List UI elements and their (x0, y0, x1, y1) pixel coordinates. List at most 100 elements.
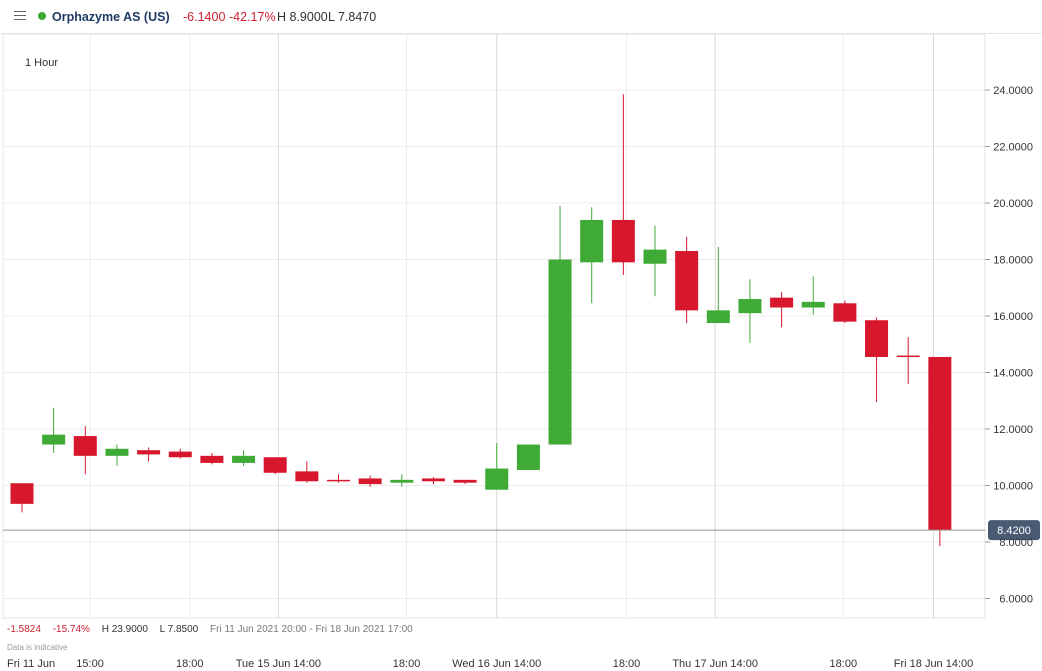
candle (358, 475, 382, 487)
candle-body (485, 468, 509, 490)
candle-body (105, 448, 129, 456)
y-tick-label: 18.0000 (993, 255, 1033, 267)
candle (168, 448, 192, 459)
chart-grid (2, 34, 986, 619)
candle (896, 337, 920, 384)
candle-body (10, 483, 34, 504)
candle (327, 474, 350, 483)
data-disclaimer: Data is indicative (7, 643, 68, 652)
period-low: L 7.8500 (159, 624, 199, 635)
candle (548, 205, 572, 445)
y-tick-label: 14.0000 (993, 368, 1033, 380)
x-tick-label: 18:00 (176, 658, 204, 670)
candle-body (137, 450, 161, 455)
candle-body (611, 219, 635, 263)
y-tick-label: 6.0000 (999, 594, 1033, 606)
candle-body (896, 355, 920, 358)
candlestick-chart[interactable]: 8.4200 6.0000 8.0000 10.0000 12.0000 14.0000… (0, 34, 1042, 671)
candle-body (833, 303, 857, 322)
candle (73, 426, 97, 475)
period-date-range: Fri 11 Jun 2021 20:00 - Fri 18 Jun 2021 … (210, 624, 413, 635)
candle-body (168, 451, 192, 458)
header-high: H 8.9000 (277, 10, 328, 24)
candle (453, 479, 477, 485)
candle-body (675, 251, 699, 311)
period-stats: -1.5824 -15.74% H 23.9000 L 7.8500 Fri 1… (7, 624, 422, 635)
candle (675, 236, 699, 324)
candles (10, 94, 952, 547)
last-price-badge (988, 520, 1040, 541)
candle (390, 474, 414, 487)
period-high: H 23.9000 (101, 624, 148, 635)
candle-body (421, 478, 445, 482)
candle-body (738, 299, 762, 314)
price-overlay: 8.4200 (3, 520, 1040, 541)
last-price-label: 8.4200 (997, 525, 1031, 537)
period-change: -1.5824 (7, 624, 41, 635)
candle (137, 447, 161, 462)
candle-body (706, 310, 730, 324)
candle-body (770, 297, 794, 308)
y-tick-label: 22.0000 (993, 142, 1033, 154)
candle (263, 457, 287, 475)
market-open-indicator-icon (38, 12, 46, 20)
candle-body (327, 479, 350, 482)
candle-body (516, 444, 540, 470)
y-tick-label: 8.0000 (999, 537, 1033, 549)
candle (801, 276, 825, 315)
x-tick-label: 15:00 (76, 658, 104, 670)
candle-body (865, 320, 889, 357)
candle (580, 207, 604, 304)
candle (10, 483, 34, 513)
header-change: -6.1400 (183, 10, 226, 24)
x-tick-label: 18:00 (393, 658, 421, 670)
candle (833, 300, 857, 324)
y-tick-label: 20.0000 (993, 198, 1033, 210)
candle-body (390, 479, 414, 483)
candle-body (295, 471, 319, 482)
candle (295, 461, 319, 483)
instrument-header: Orphazyme AS (US) -6.1400 -42.17% H 8.90… (0, 0, 1042, 34)
candle (516, 444, 540, 470)
candle-body (548, 259, 572, 445)
x-tick-label: Fri 18 Jun 14:00 (894, 658, 974, 670)
period-change-pct: -15.74% (52, 624, 90, 635)
y-tick-label: 24.0000 (993, 85, 1033, 97)
candle-body (643, 249, 667, 264)
instrument-name: Orphazyme AS (US) (52, 10, 170, 24)
hamburger-menu-icon[interactable] (14, 11, 26, 21)
candle (611, 94, 635, 276)
candle-body (232, 455, 256, 463)
candle (928, 356, 952, 547)
candle (643, 225, 667, 297)
interval-label[interactable]: 1 Hour (25, 57, 58, 69)
chart-axes: 6.0000 8.0000 10.0000 12.0000 14.0000 16.0000… (7, 85, 1033, 670)
candle-body (453, 479, 477, 483)
header-change-pct: -42.17% (229, 10, 276, 24)
x-tick-label: Fri 11 Jun (7, 658, 55, 670)
candle (770, 291, 794, 328)
candle (200, 453, 224, 465)
candle (105, 444, 129, 466)
candle-body (580, 219, 604, 263)
candle (42, 407, 66, 454)
header-low: L 7.8470 (328, 10, 377, 24)
candle-body (263, 457, 287, 473)
candle (738, 279, 762, 343)
y-tick-label: 16.0000 (993, 311, 1033, 323)
candle (232, 450, 256, 466)
candle-body (42, 434, 66, 445)
x-tick-label: 18:00 (830, 658, 858, 670)
candle (706, 246, 730, 324)
x-tick-label: Wed 16 Jun 14:00 (452, 658, 541, 670)
plot-frame (2, 34, 986, 619)
candle-body (73, 436, 97, 456)
candle-body (928, 356, 952, 531)
candle-body (358, 478, 382, 485)
candle-body (200, 455, 224, 463)
x-tick-label: Thu 17 Jun 14:00 (672, 658, 758, 670)
candle-body (801, 301, 825, 308)
x-tick-label: Tue 15 Jun 14:00 (236, 658, 321, 670)
y-tick-label: 10.0000 (993, 481, 1033, 493)
y-tick-label: 12.0000 (993, 424, 1033, 436)
